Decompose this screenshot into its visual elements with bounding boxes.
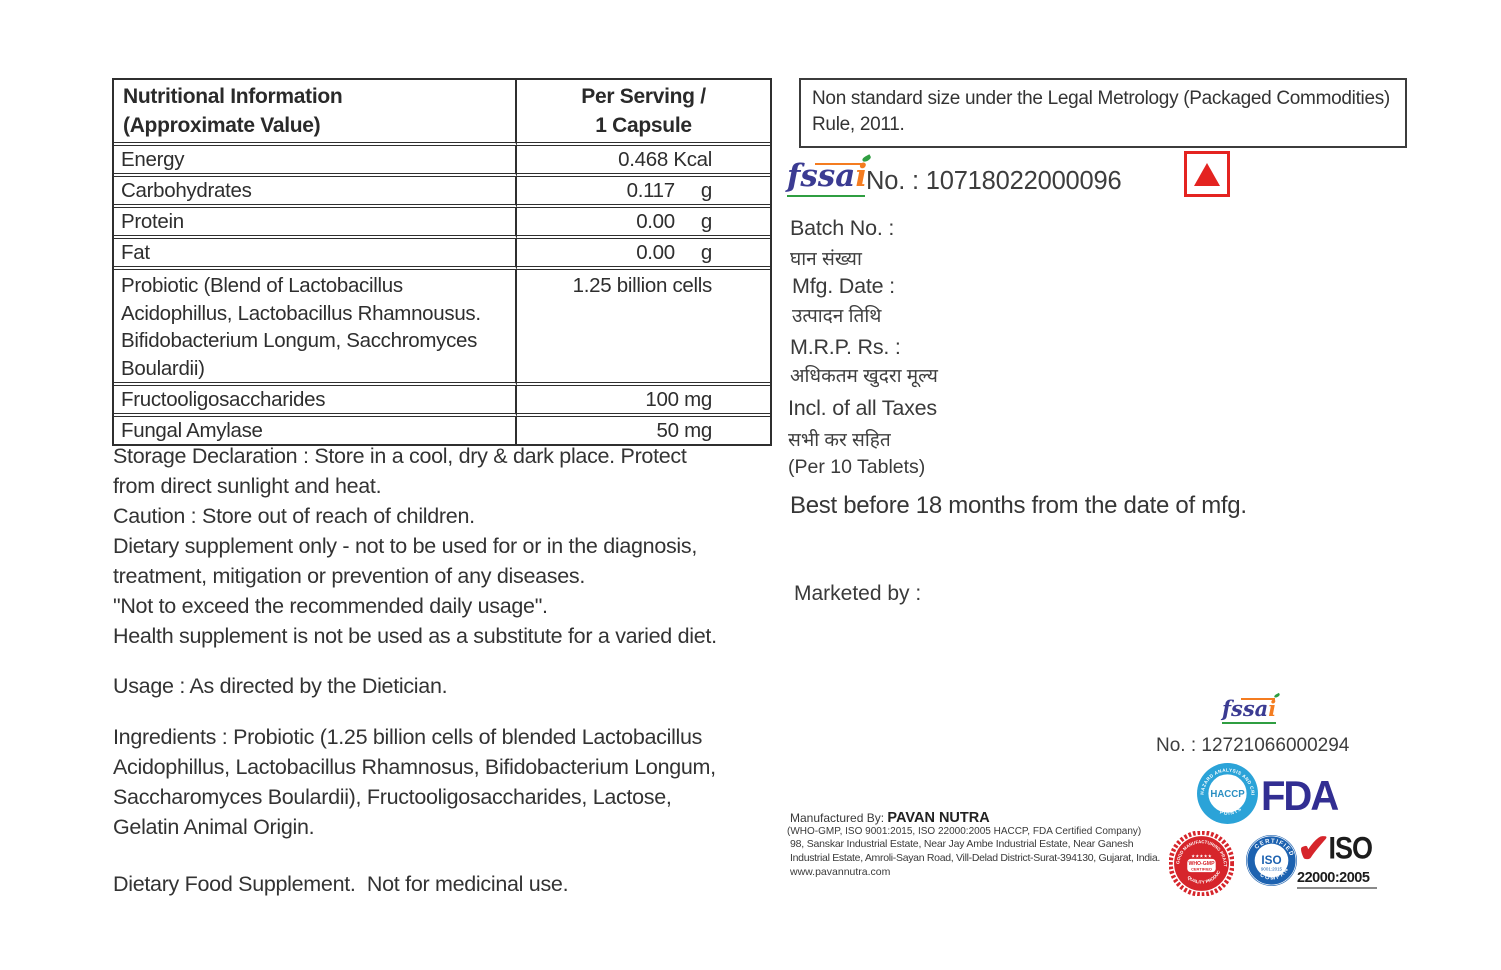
- row-value-number: 0.00: [636, 210, 675, 233]
- table-row: Fructooligosaccharides 100 mg: [114, 386, 770, 417]
- row-label: Fructooligosaccharides: [114, 386, 517, 417]
- row-value: 0.00 g: [517, 208, 770, 239]
- iso22000-badge: ✔ ISO 22000:2005: [1297, 827, 1377, 889]
- manufactured-by-label: Manufactured By:: [790, 811, 888, 825]
- iso22000-sub-text: 22000:2005: [1297, 870, 1377, 889]
- mfg-date-label: Mfg. Date :: [792, 274, 895, 298]
- whogmp-certified-text: CERTIFIED: [1191, 867, 1212, 872]
- row-value-unit: g: [700, 210, 712, 233]
- mrp-label: M.R.P. Rs. :: [790, 335, 901, 359]
- fssai-license-number: No. : 10718022000096: [866, 167, 1122, 195]
- batch-no-label-hindi: घान संख्या: [790, 249, 862, 270]
- ingredients-text: Ingredients : Probiotic (1.25 billion ce…: [113, 725, 716, 839]
- mfg-date-label-hindi: उत्पादन तिथि: [792, 306, 882, 327]
- table-header-right: Per Serving / 1 Capsule: [517, 80, 770, 146]
- check-icon: ✔: [1297, 827, 1331, 871]
- fssai-underline: [786, 194, 866, 197]
- iso9001-sub-text: 9001:2015: [1261, 867, 1283, 872]
- dietary-supplement-text: Dietary Food Supplement. Not for medicin…: [113, 872, 569, 896]
- non-veg-mark-icon: [1184, 151, 1230, 197]
- manufacturer-address-line2: Industrial Estate, Amroli-Sayan Road, Vi…: [790, 852, 1160, 864]
- row-value-number: 0.00: [636, 241, 675, 264]
- fssai-logo: fssai: [786, 154, 873, 198]
- marketed-by-label: Marketed by :: [794, 582, 922, 605]
- best-before-text: Best before 18 months from the date of m…: [790, 492, 1247, 519]
- row-label: Carbohydrates: [114, 177, 517, 208]
- fssai-word-i: i: [855, 158, 868, 194]
- fssai-topbar: [1241, 698, 1275, 700]
- table-header-row: Nutritional Information (Approximate Val…: [114, 80, 770, 146]
- usage-text: Usage : As directed by the Dietician.: [113, 674, 448, 698]
- haccp-badge-icon: HAZARD ANALYSIS AND CRITICAL CONTROL POI…: [1194, 758, 1259, 825]
- table-row: Fat 0.00 g: [114, 239, 770, 270]
- manufacturer-address-line1: 98, Sanskar Industrial Estate, Near Jay …: [790, 838, 1134, 850]
- fssai-underline: [1221, 722, 1277, 724]
- row-label: Energy: [114, 146, 517, 177]
- table-header-left: Nutritional Information (Approximate Val…: [114, 80, 517, 146]
- per-tablets-label: (Per 10 Tablets): [788, 456, 926, 478]
- row-value-unit: g: [700, 241, 712, 264]
- fda-logo: FDA: [1261, 773, 1339, 820]
- whogmp-stars: ★★★★★: [1191, 853, 1213, 858]
- haccp-center-text: HACCP: [1210, 789, 1245, 800]
- row-value-unit: g: [700, 179, 712, 202]
- iso9001-badge-icon: CERTIFIED COMPANY ISO 9001:2015: [1242, 830, 1298, 887]
- fssai-logo-bottom: fssai: [1221, 692, 1282, 725]
- row-value: 0.00 g: [517, 239, 770, 270]
- fssai-leaf-icon: [1274, 692, 1282, 699]
- row-value: 0.117 g: [517, 177, 770, 208]
- row-value: 0.468 Kcal: [517, 146, 770, 177]
- table-row: Energy 0.468 Kcal: [114, 146, 770, 177]
- row-label: Fungal Amylase: [114, 417, 517, 444]
- taxes-label-hindi: सभी कर सहित: [788, 430, 891, 451]
- whogmp-center-text: WHO-GMP: [1188, 861, 1215, 867]
- batch-no-label: Batch No. :: [790, 216, 895, 240]
- nutrition-table: Nutritional Information (Approximate Val…: [112, 78, 772, 446]
- manufacturer-cert-line: (WHO-GMP, ISO 9001:2015, ISO 22000:2005 …: [787, 826, 1142, 837]
- legal-metrology-box: Non standard size under the Legal Metrol…: [799, 78, 1407, 148]
- table-row: Protein 0.00 g: [114, 208, 770, 239]
- row-value-number: 0.117: [626, 179, 676, 202]
- row-value: 1.25 billion cells: [517, 270, 770, 386]
- manufacturer-name: PAVAN NUTRA: [887, 810, 990, 826]
- non-veg-triangle-icon: [1194, 162, 1220, 186]
- manufacturer-website: www.pavannutra.com: [790, 866, 891, 878]
- fssai-word: fssa: [1222, 696, 1269, 721]
- iso9001-center-text: ISO: [1261, 854, 1281, 867]
- row-label: Fat: [114, 239, 517, 270]
- who-gmp-badge-icon: GOOD MANUFACTURING PRACTICE QUALITY PROD…: [1167, 827, 1235, 897]
- fssai-license-number-bottom: No. : 12721066000294: [1156, 735, 1350, 756]
- row-value: 100 mg: [517, 386, 770, 417]
- fssai-topbar: [814, 162, 864, 166]
- row-label: Protein: [114, 208, 517, 239]
- storage-declaration-text: Storage Declaration : Store in a cool, d…: [113, 444, 717, 648]
- row-value: 50 mg: [656, 419, 713, 442]
- row-label: Probiotic (Blend of Lactobacillus Acidop…: [114, 270, 517, 386]
- manufactured-by-line: Manufactured By: PAVAN NUTRA: [790, 810, 990, 826]
- iso22000-main-text: ISO: [1328, 831, 1374, 866]
- table-row: Carbohydrates 0.117 g: [114, 177, 770, 208]
- fssai-word: fssa: [787, 158, 856, 194]
- taxes-label: Incl. of all Taxes: [788, 396, 937, 420]
- table-row: Probiotic (Blend of Lactobacillus Acidop…: [114, 270, 770, 386]
- table-row: Fungal Amylase 50 mg: [114, 417, 770, 444]
- mrp-label-hindi: अधिकतम खुदरा मूल्य: [790, 366, 938, 387]
- fssai-word-i: i: [1268, 696, 1277, 721]
